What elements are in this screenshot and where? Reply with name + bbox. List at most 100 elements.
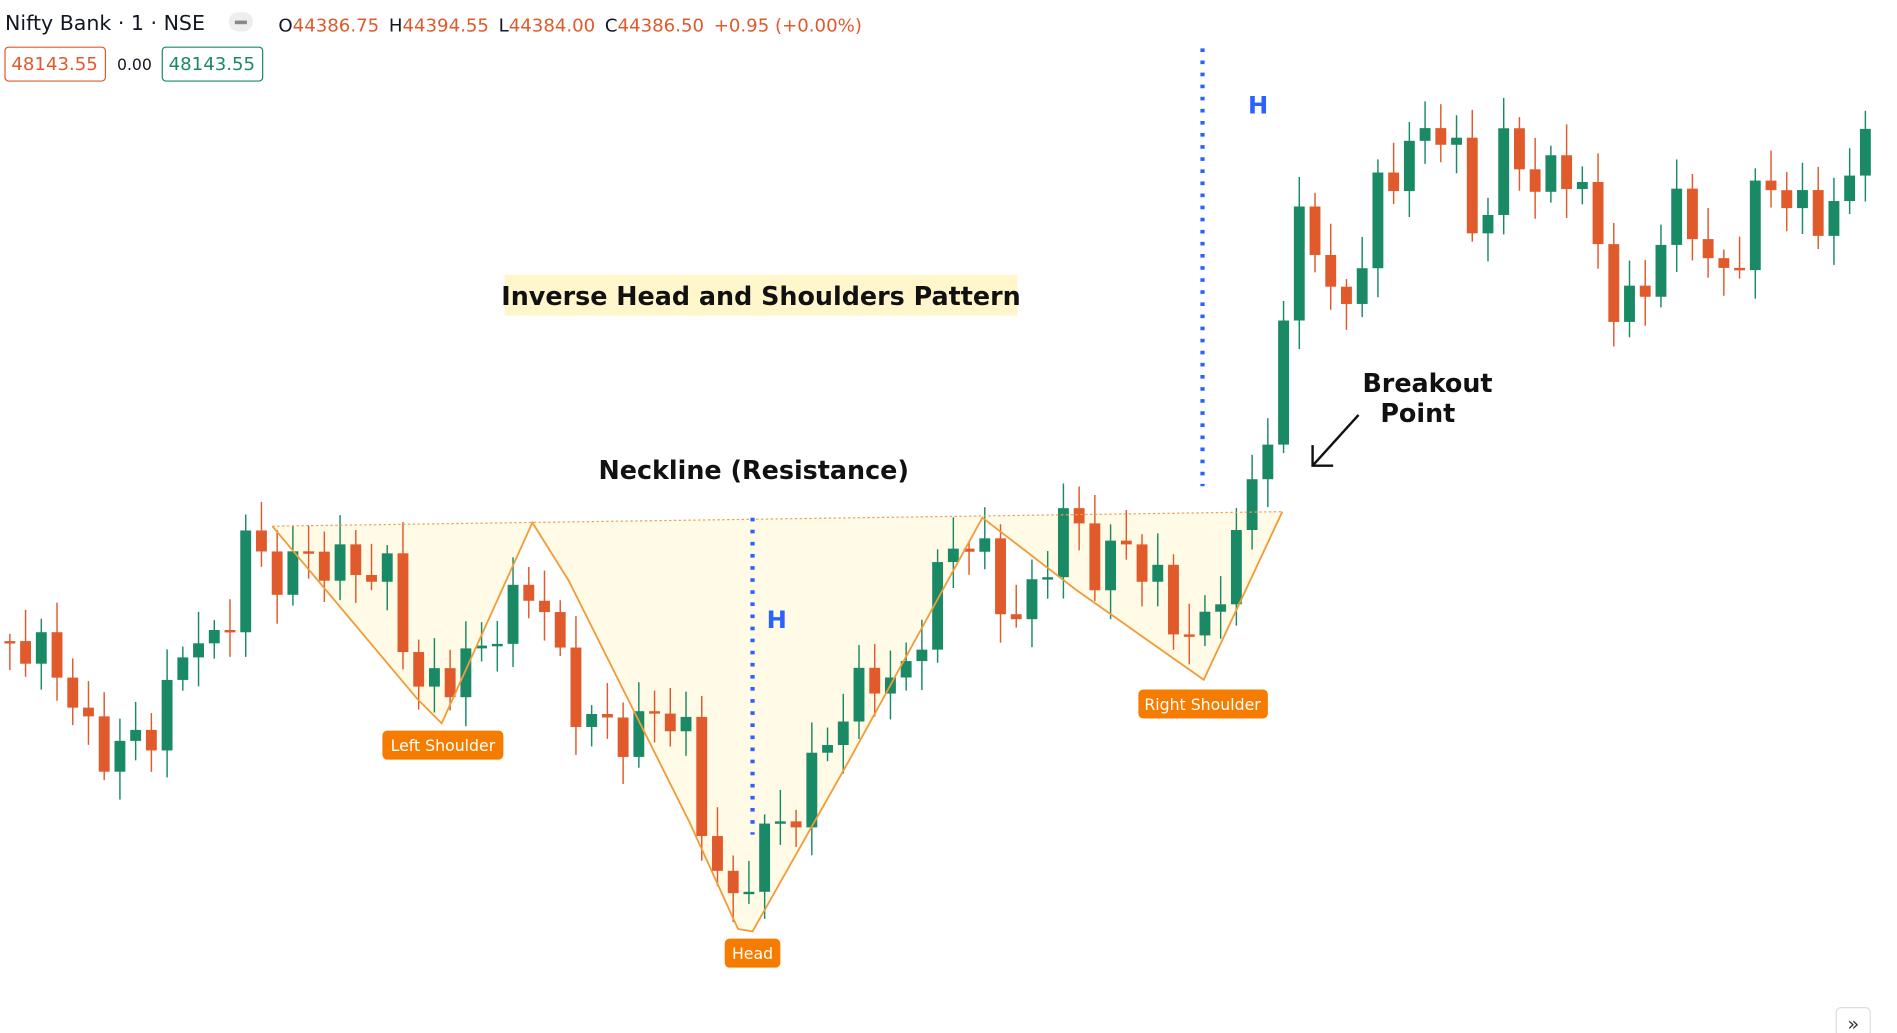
ohlc-value: 44384.00 — [509, 15, 595, 36]
height-mark: H — [767, 606, 787, 634]
candle-body — [1105, 540, 1117, 591]
candle-body — [287, 551, 299, 595]
candle-body — [696, 716, 708, 837]
candle-body — [428, 668, 440, 687]
candle-body — [35, 632, 47, 664]
candle-body — [979, 538, 991, 552]
pattern-fill — [272, 511, 1283, 932]
ohlc-key: C — [605, 15, 618, 36]
ohlc-value: 44386.75 — [293, 15, 379, 36]
candle-body — [145, 729, 157, 751]
candle-body — [1592, 181, 1604, 245]
breakout-label: Point — [1380, 398, 1455, 428]
candle-body — [1089, 523, 1101, 591]
candle-body — [350, 544, 362, 575]
label-box — [724, 938, 781, 968]
candle-body — [1215, 604, 1227, 612]
ohlc: O44386.75 H44394.55 L44384.00 C44386.50 +0.9… — [278, 15, 862, 36]
candle-body — [1734, 267, 1746, 271]
title-bg — [504, 274, 1018, 316]
candle-body — [1325, 254, 1337, 287]
candle-body — [1403, 140, 1415, 192]
candle-body — [83, 707, 94, 717]
candle-body — [916, 649, 928, 662]
candle-body — [1718, 258, 1730, 268]
symbol: Nifty Bank · 1 · NSE — [5, 11, 205, 35]
label-box — [1138, 689, 1268, 719]
candle-body — [1230, 530, 1242, 605]
right-shoulder-label: Right Shoulder — [1144, 695, 1261, 714]
ohlc-key: H — [389, 15, 403, 36]
candle-body — [1482, 214, 1494, 234]
candle-body — [366, 574, 377, 582]
candle-body — [1529, 169, 1541, 192]
candle-body — [680, 716, 692, 732]
candle-body — [1466, 137, 1478, 234]
candle-body — [1246, 479, 1258, 531]
candle-body — [98, 716, 110, 772]
candle-body — [1183, 634, 1195, 637]
candle-body — [397, 553, 409, 653]
height-mark: H — [1248, 92, 1268, 120]
candle-body — [664, 713, 676, 732]
candle-body — [208, 629, 220, 644]
candle-body — [1042, 577, 1054, 580]
ohlc-line: O44386.75 H44394.55 L44384.00 C44386.50 +0.9… — [278, 15, 862, 36]
candle-body — [932, 562, 944, 650]
ohlc-key: O — [278, 15, 292, 36]
candle-body — [240, 530, 252, 633]
candle-body — [67, 677, 79, 708]
candle-body — [1419, 128, 1431, 141]
candle-body — [1781, 190, 1793, 209]
candle-body — [1168, 564, 1179, 635]
candle-body — [1341, 286, 1352, 304]
neckline-label: Neckline (Resistance) — [599, 455, 909, 485]
candle-body — [1639, 285, 1651, 297]
candle-body — [334, 544, 346, 581]
bid: 48143.55 — [11, 54, 97, 75]
candle-body — [4, 641, 16, 644]
candle-body — [1262, 444, 1274, 480]
candle-body — [1749, 180, 1761, 271]
ask: 48143.55 — [169, 54, 255, 75]
breakout-arrow — [1311, 414, 1360, 467]
candle-body — [1702, 239, 1714, 259]
candle-body — [947, 548, 959, 563]
candle-body — [790, 821, 802, 828]
candle-body — [51, 632, 63, 678]
candle-body — [633, 711, 645, 757]
ohlc-change: +0.95 (+0.00%) — [714, 15, 862, 36]
left-shoulder-label: Left Shoulder — [391, 736, 496, 755]
candle-body — [1498, 128, 1510, 215]
candle-body — [1561, 155, 1573, 190]
candle-body — [853, 667, 865, 722]
candle-body — [523, 584, 535, 601]
candle-body — [224, 629, 236, 633]
label-box — [382, 730, 504, 760]
candle-body — [177, 657, 189, 680]
candle-body — [1120, 540, 1132, 545]
candle-body — [869, 667, 881, 694]
ohlc-key: L — [499, 15, 509, 36]
candle-body — [1278, 320, 1290, 445]
candle-body — [1655, 244, 1667, 297]
candle-body — [1309, 206, 1321, 255]
candle-body — [822, 745, 833, 753]
candle-body — [1859, 128, 1871, 176]
candle-body — [743, 891, 755, 895]
candle-body — [1010, 614, 1022, 620]
candle-body — [806, 752, 818, 828]
candle-body — [774, 821, 786, 824]
candle-body — [271, 551, 283, 595]
candle-body — [476, 645, 488, 649]
candle-body — [1199, 611, 1211, 636]
candle-body — [1624, 285, 1635, 322]
pattern-title: Inverse Head and Shoulders Pattern — [501, 281, 1020, 311]
candle-body — [1073, 508, 1085, 524]
ask-box[interactable] — [161, 46, 264, 82]
scroll-button[interactable] — [1835, 1006, 1871, 1033]
candle-body — [114, 740, 126, 772]
pattern-outline — [271, 511, 1284, 933]
bid-box[interactable] — [4, 46, 107, 82]
